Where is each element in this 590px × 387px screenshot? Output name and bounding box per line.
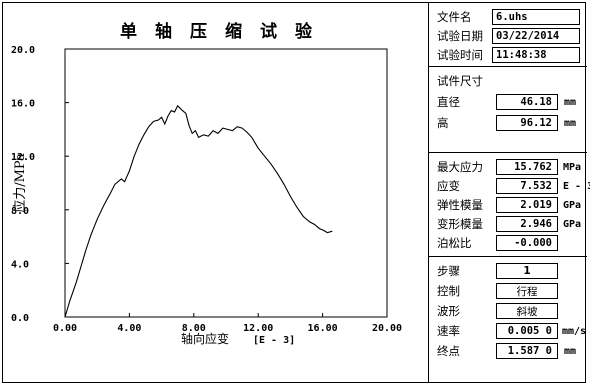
max-stress-unit: MPa xyxy=(563,162,582,173)
deformation-modulus-field[interactable]: 2.946 xyxy=(496,216,558,232)
y-tick-label: 20.0 xyxy=(11,45,35,56)
elastic-modulus-field[interactable]: 2.019 xyxy=(496,197,558,213)
rate-unit: mm/s xyxy=(562,326,587,337)
y-tick-label: 4.0 xyxy=(11,259,29,270)
max-stress-field[interactable]: 15.762 xyxy=(496,159,558,175)
stress-strain-line xyxy=(64,104,333,318)
x-axis-unit: [E - 3] xyxy=(253,335,295,346)
height-label: 高 xyxy=(437,116,449,130)
deformation-modulus-unit: GPa xyxy=(563,219,582,230)
side-panel: 文件名 6.uhs 试验日期 03/22/2014 试验时间 11:48:38 … xyxy=(429,3,590,384)
file-name-label: 文件名 xyxy=(437,10,472,24)
x-tick-label: 4.00 xyxy=(117,323,141,334)
test-date-field[interactable]: 03/22/2014 xyxy=(492,28,580,44)
rate-field[interactable]: 0.005 0 xyxy=(496,323,558,339)
height-unit: mm xyxy=(564,118,577,129)
step-field[interactable]: 1 xyxy=(496,263,558,279)
poisson-field[interactable]: -0.000 xyxy=(496,235,558,251)
rate-label: 速率 xyxy=(437,324,460,338)
specimen-section: 试件尺寸 直径 46.18 mm 高 96.12 mm xyxy=(429,67,587,153)
y-tick-label: 8.0 xyxy=(11,206,29,217)
file-name-field[interactable]: 6.uhs xyxy=(492,9,580,25)
strain-label: 应变 xyxy=(437,179,460,193)
y-axis-label: 应力/MPa xyxy=(12,153,28,213)
x-tick-label: 16.00 xyxy=(308,323,338,334)
x-tick-label: 20.00 xyxy=(372,323,402,334)
specimen-title: 试件尺寸 xyxy=(437,74,483,88)
chart-panel: 单轴压缩试验 0.00 4.00 8.00 12.00 16.00 20.00 0.0 4.0… xyxy=(3,3,429,382)
elastic-modulus-unit: GPa xyxy=(563,200,582,211)
step-label: 步骤 xyxy=(437,264,460,278)
height-field[interactable]: 96.12 xyxy=(496,115,558,131)
control-section: 步骤 1 控制 行程 波形 斜坡 速率 0.005 0 mm/s 终点 1.58… xyxy=(429,257,587,384)
x-tick-label: 8.00 xyxy=(182,323,206,334)
max-stress-label: 最大应力 xyxy=(437,160,483,174)
waveform-field[interactable]: 斜坡 xyxy=(496,303,558,319)
plot-area xyxy=(64,48,388,318)
chart-title: 单轴压缩试验 xyxy=(120,22,330,42)
test-date-label: 试验日期 xyxy=(437,29,483,43)
results-section: 最大应力 15.762 MPa 应变 7.532 E - 3 弹性模量 2.01… xyxy=(429,153,590,257)
deformation-modulus-label: 变形模量 xyxy=(437,217,483,231)
file-info-section: 文件名 6.uhs 试验日期 03/22/2014 试验时间 11:48:38 xyxy=(429,3,587,67)
diameter-field[interactable]: 46.18 xyxy=(496,94,558,110)
diameter-unit: mm xyxy=(564,97,577,108)
x-axis-label: 轴向应变 xyxy=(181,331,229,346)
strain-field[interactable]: 7.532 xyxy=(496,178,558,194)
y-tick-label: 12.0 xyxy=(11,152,35,163)
y-tick-label: 16.0 xyxy=(11,99,35,110)
elastic-modulus-label: 弹性模量 xyxy=(437,198,483,212)
endpoint-unit: mm xyxy=(564,346,577,357)
test-time-label: 试验时间 xyxy=(437,48,483,62)
stress-strain-chart: 0.00 4.00 8.00 12.00 16.00 20.00 0.0 4.0 8.0 12.0… xyxy=(11,45,402,346)
control-mode-label: 控制 xyxy=(437,284,460,298)
endpoint-field[interactable]: 1.587 0 xyxy=(496,343,558,359)
test-time-field[interactable]: 11:48:38 xyxy=(492,47,580,63)
poisson-label: 泊松比 xyxy=(437,236,472,250)
endpoint-label: 终点 xyxy=(437,344,460,358)
x-tick-label: 0.00 xyxy=(53,323,77,334)
waveform-label: 波形 xyxy=(437,304,460,318)
x-tick-label: 12.00 xyxy=(243,323,273,334)
y-tick-label: 0.0 xyxy=(11,313,29,324)
control-mode-field[interactable]: 行程 xyxy=(496,283,558,299)
diameter-label: 直径 xyxy=(437,95,460,109)
strain-unit: E - 3 xyxy=(563,181,590,192)
